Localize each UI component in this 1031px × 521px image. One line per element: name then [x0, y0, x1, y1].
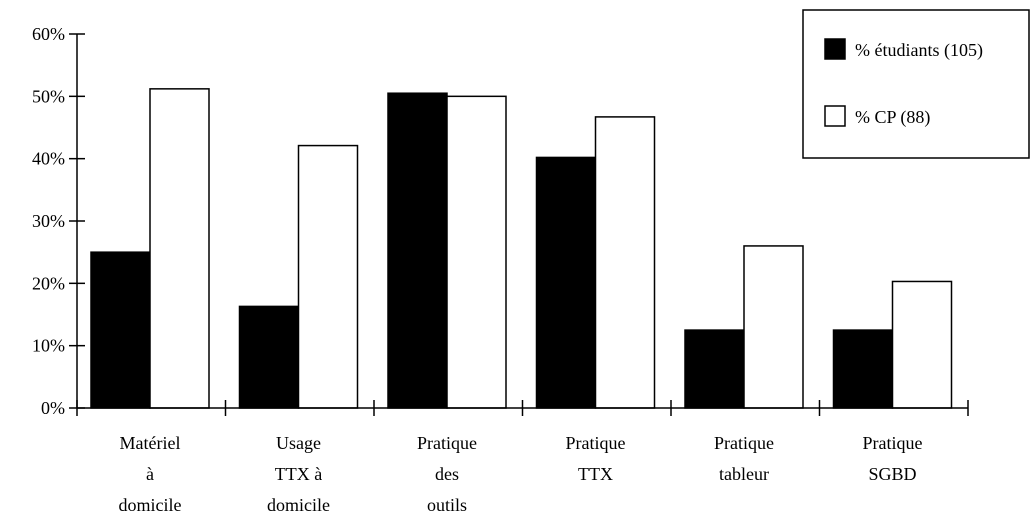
y-tick-label: 50% — [32, 86, 65, 106]
legend-swatch-students — [824, 38, 846, 60]
bar-students — [387, 92, 448, 409]
legend-swatch-cp — [824, 105, 846, 127]
x-category-label: domicile — [267, 495, 330, 515]
bars — [90, 88, 953, 409]
y-tick-label: 0% — [41, 398, 65, 418]
bar-cp — [149, 88, 210, 409]
bar-students — [238, 305, 300, 409]
y-tick-label: 10% — [32, 336, 65, 356]
x-category-label: Pratique — [863, 433, 923, 453]
x-category-label: des — [435, 464, 459, 484]
x-category-label: Matériel — [120, 433, 181, 453]
bar-cp — [891, 280, 953, 409]
legend-box — [802, 9, 1030, 159]
legend: % étudiants (105) % CP (88) — [802, 9, 1030, 159]
y-tick-label: 30% — [32, 211, 65, 231]
x-category-label: Pratique — [714, 433, 774, 453]
bar-students — [90, 251, 151, 409]
y-tick-label: 20% — [32, 273, 65, 293]
x-category-label: tableur — [719, 464, 769, 484]
y-axis: 0% 10% 20% 30% 40% 50% 60% — [32, 24, 85, 418]
x-category-label: TTX à — [275, 464, 322, 484]
bar-students — [684, 329, 745, 409]
x-category-label: domicile — [119, 495, 182, 515]
y-tick-label: 40% — [32, 149, 65, 169]
x-category-label: Pratique — [566, 433, 626, 453]
bar-cp — [446, 95, 507, 409]
x-category-label: TTX — [578, 464, 613, 484]
x-axis: Matériel à domicile Usage TTX à domicile Prati… — [76, 400, 969, 515]
x-category-label: outils — [427, 495, 467, 515]
legend-label-cp: % CP (88) — [855, 107, 930, 128]
legend-label-students: % étudiants (105) — [855, 40, 983, 61]
x-category-label: SGBD — [868, 464, 916, 484]
bar-cp — [297, 144, 359, 409]
x-category-label: Usage — [276, 433, 321, 453]
bar-students — [832, 329, 894, 409]
bar-cp — [594, 116, 656, 409]
x-category-label: à — [146, 464, 154, 484]
y-tick-label: 60% — [32, 24, 65, 44]
x-category-label: Pratique — [417, 433, 477, 453]
bar-cp — [743, 245, 804, 409]
bar-students — [535, 156, 597, 409]
